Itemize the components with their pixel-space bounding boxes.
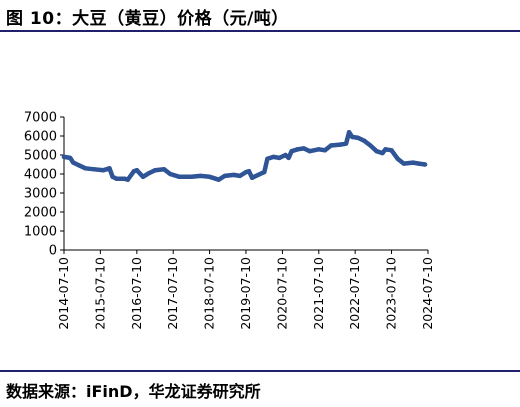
price-data-point [231, 172, 236, 178]
x-tick-label: 2020-07-10 [274, 257, 289, 330]
price-data-point [101, 168, 106, 173]
price-data-point [380, 150, 385, 156]
price-data-point [246, 169, 252, 174]
price-data-point [286, 155, 291, 161]
price-data-point [92, 167, 97, 172]
price-data-point [61, 154, 67, 160]
figure-title: 图 10：大豆（黄豆）价格（元/吨） [6, 9, 289, 29]
price-data-point [146, 170, 152, 176]
price-data-point [114, 176, 119, 181]
price-data-point [177, 174, 182, 179]
price-data-point [83, 166, 88, 171]
price-data-point [362, 138, 367, 143]
price-data-point [307, 149, 312, 154]
price-data-point [77, 163, 82, 168]
price-data-point [368, 143, 373, 148]
x-tick-label: 2014-07-10 [56, 257, 71, 330]
price-data-point [271, 154, 276, 160]
price-data-point [68, 155, 73, 161]
x-tick-label: 2019-07-10 [238, 257, 253, 330]
source-note: 数据来源：iFinD，华龙证券研究所 [6, 382, 261, 401]
y-tick-label: 4000 [24, 168, 57, 183]
price-data-point [140, 174, 146, 179]
price-data-point [134, 168, 139, 173]
price-data-point [71, 160, 76, 165]
price-data-point [262, 169, 267, 175]
price-data-point [207, 174, 212, 179]
price-data-point [374, 149, 379, 154]
price-data-point [168, 171, 173, 177]
y-tick-label: 0 [49, 244, 57, 259]
y-tick-label: 5000 [24, 149, 57, 164]
price-data-point [383, 147, 388, 152]
x-tick-label: 2023-07-10 [384, 257, 399, 330]
price-data-point [222, 173, 227, 179]
price-data-point [256, 172, 261, 178]
price-data-point [401, 161, 406, 166]
price-data-point [301, 146, 306, 151]
price-data-point [295, 147, 300, 152]
price-data-point [316, 147, 321, 152]
price-data-point [350, 134, 355, 140]
top-rule [0, 30, 520, 32]
price-data-point [356, 135, 361, 141]
x-tick-label: 2018-07-10 [202, 257, 217, 330]
y-tick-label: 3000 [24, 187, 57, 202]
price-data-point [395, 156, 400, 161]
y-tick-label: 2000 [24, 206, 57, 221]
price-data-point [389, 148, 394, 153]
bottom-rule [0, 370, 520, 372]
price-data-point [416, 161, 422, 166]
price-data-point [283, 152, 288, 158]
price-data-point [237, 173, 243, 179]
price-data-point [289, 149, 294, 154]
price-data-point [410, 160, 416, 165]
price-line-chart: 0 1000 2000 3000 4000 5000 6000 7000 2014-07-10… [24, 111, 435, 330]
price-data-point [161, 167, 167, 172]
y-tick-label: 7000 [24, 111, 57, 126]
price-data-point [346, 130, 352, 135]
price-data-point [153, 168, 158, 173]
price-data-point [249, 175, 255, 180]
price-data-point [198, 173, 203, 179]
x-tick-label: 2022-07-10 [347, 257, 362, 330]
price-data-point [125, 177, 130, 182]
price-data-point [189, 174, 194, 179]
price-data-point [328, 143, 334, 148]
x-tick-label: 2016-07-10 [129, 257, 144, 330]
price-data-point [265, 156, 270, 161]
x-tick-label: 2017-07-10 [165, 257, 180, 330]
x-axis: 2014-07-10 2015-07-10 2016-07-10 2017-07-10… [56, 249, 435, 330]
price-data-point [422, 162, 428, 167]
price-data-point [107, 166, 112, 171]
y-axis: 0 1000 2000 3000 4000 5000 6000 7000 [24, 111, 65, 259]
price-data-point [110, 174, 115, 179]
x-tick-label: 2024-07-10 [420, 257, 435, 330]
price-data-point [322, 148, 328, 153]
price-data-point [277, 155, 282, 161]
price-data-point [343, 141, 349, 146]
plot-area [61, 129, 428, 182]
x-tick-label: 2015-07-10 [92, 257, 107, 330]
y-tick-label: 1000 [24, 225, 57, 240]
price-data-point [216, 177, 221, 182]
y-tick-label: 6000 [24, 130, 57, 145]
price-data-point [338, 142, 343, 147]
x-tick-label: 2021-07-10 [311, 257, 326, 330]
